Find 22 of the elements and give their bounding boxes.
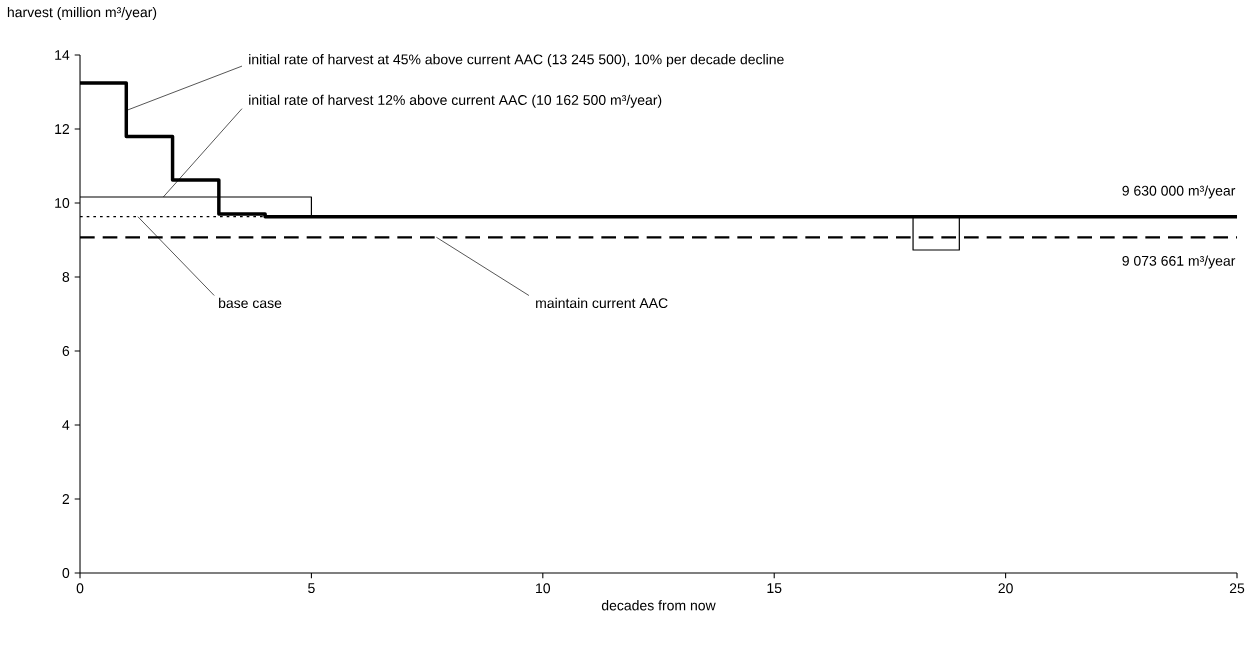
y-tick-label: 6 <box>62 346 70 356</box>
y-tick-label: 10 <box>55 198 70 208</box>
x-axis-title: decades from now <box>601 600 716 611</box>
x-tick-label: 5 <box>308 583 315 594</box>
x-tick-label: 10 <box>536 583 551 594</box>
y-tick-label: 12 <box>55 124 70 134</box>
annotation: 9 630 000 m³/year <box>1122 185 1236 199</box>
y-tick-label: 8 <box>62 272 70 282</box>
x-tick-label: 20 <box>998 583 1013 594</box>
x-tick-label: 25 <box>1229 583 1245 594</box>
annotation: 9 073 661 m³/year <box>1122 255 1236 269</box>
y-tick-label: 0 <box>62 568 70 578</box>
annotation: initial rate of harvest at 45% above current AAC (13 245 500), 10% per decade decline <box>249 54 784 68</box>
x-tick-label: 0 <box>76 583 84 594</box>
annotation: maintain current AAC <box>536 297 668 309</box>
annotation: base case <box>219 297 282 309</box>
x-tick-label: 15 <box>767 583 782 594</box>
y-tick-label: 14 <box>55 50 70 60</box>
y-axis-title: harvest (million m³/year) <box>7 6 157 20</box>
y-tick-label: 4 <box>62 420 70 430</box>
y-tick-label: 2 <box>62 494 70 504</box>
annotation: initial rate of harvest 12% above current AAC (10 162 500 m³/year) <box>249 94 662 108</box>
